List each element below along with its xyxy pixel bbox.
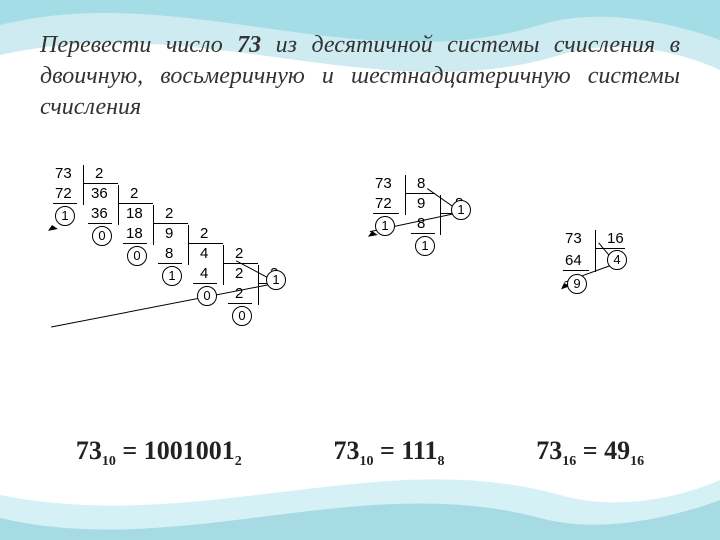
results-row: 7310 = 10010012 7310 = 1118 7316 = 4916 — [0, 436, 720, 470]
division-number: 4 — [200, 265, 208, 282]
slide: Перевести число 73 из десятичной системы… — [0, 0, 720, 540]
division-number: 16 — [607, 230, 624, 247]
result-binary: 7310 = 10010012 — [76, 436, 242, 470]
remainder-circle: 1 — [415, 236, 435, 256]
remainder-circle: 0 — [232, 306, 252, 326]
remainder-circle: 0 — [197, 286, 217, 306]
division-bar — [223, 245, 224, 285]
underline — [411, 233, 435, 234]
res-eq: = — [122, 436, 137, 465]
division-bar — [595, 230, 596, 272]
underline — [83, 183, 118, 184]
division-number: 64 — [565, 252, 582, 269]
division-number: 72 — [55, 185, 72, 202]
division-bar — [83, 165, 84, 205]
underline — [193, 283, 217, 284]
remainder-circle: 1 — [55, 206, 75, 226]
underline — [88, 223, 112, 224]
remainder-circle: 1 — [451, 200, 471, 220]
underline — [158, 263, 182, 264]
res-from: 73 — [536, 436, 562, 465]
res-to: 111 — [401, 436, 437, 465]
underline — [405, 193, 435, 194]
result-hex: 7316 = 4916 — [536, 436, 644, 470]
underline — [123, 243, 147, 244]
division-number: 9 — [165, 225, 173, 242]
underline — [153, 223, 188, 224]
division-number: 2 — [95, 165, 103, 182]
division-number: 9 — [417, 195, 425, 212]
division-number: 2 — [235, 285, 243, 302]
binary-ladder-diagram: 7327236236182189284242221001001 — [55, 165, 315, 365]
underline — [53, 203, 77, 204]
res-eq: = — [380, 436, 395, 465]
division-bar — [153, 205, 154, 245]
res-from-base: 10 — [360, 454, 374, 469]
res-to: 1001001 — [144, 436, 235, 465]
underline — [373, 213, 399, 214]
res-to-base: 8 — [437, 454, 444, 469]
division-bar — [405, 175, 406, 215]
division-number: 72 — [375, 195, 392, 212]
res-from-base: 16 — [562, 454, 576, 469]
division-number: 36 — [91, 205, 108, 222]
remainder-circle: 1 — [162, 266, 182, 286]
remainder-circle: 1 — [266, 270, 286, 290]
underline — [563, 270, 589, 271]
division-number: 73 — [375, 175, 392, 192]
underline — [595, 248, 625, 249]
res-eq: = — [583, 436, 598, 465]
res-from: 73 — [76, 436, 102, 465]
division-number: 18 — [126, 225, 143, 242]
res-from-base: 10 — [102, 454, 116, 469]
division-number: 36 — [91, 185, 108, 202]
division-number: 8 — [417, 215, 425, 232]
remainder-circle: 0 — [127, 246, 147, 266]
remainder-circle: 1 — [375, 216, 395, 236]
remainder-circle: 4 — [607, 250, 627, 270]
division-number: 8 — [417, 175, 425, 192]
division-number: 2 — [165, 205, 173, 222]
result-octal: 7310 = 1118 — [334, 436, 445, 470]
division-number: 73 — [565, 230, 582, 247]
underline — [188, 243, 223, 244]
division-number: 2 — [200, 225, 208, 242]
underline — [118, 203, 153, 204]
division-number: 2 — [235, 265, 243, 282]
res-from: 73 — [334, 436, 360, 465]
remainder-circle: 0 — [92, 226, 112, 246]
hex-ladder-diagram: 73 16 64 94 — [565, 230, 675, 330]
underline — [228, 303, 252, 304]
slide-title: Перевести число 73 из десятичной системы… — [40, 30, 680, 124]
division-number: 8 — [165, 245, 173, 262]
division-bar — [188, 225, 189, 265]
division-number: 73 — [55, 165, 72, 182]
octal-ladder-diagram: 73872988111 — [375, 175, 515, 295]
remainder-circle: 9 — [567, 274, 587, 294]
division-number: 18 — [126, 205, 143, 222]
division-number: 2 — [235, 245, 243, 262]
res-to: 49 — [604, 436, 630, 465]
division-bar — [118, 185, 119, 225]
division-number: 4 — [200, 245, 208, 262]
res-to-base: 16 — [630, 454, 644, 469]
res-to-base: 2 — [235, 454, 242, 469]
division-number: 2 — [130, 185, 138, 202]
